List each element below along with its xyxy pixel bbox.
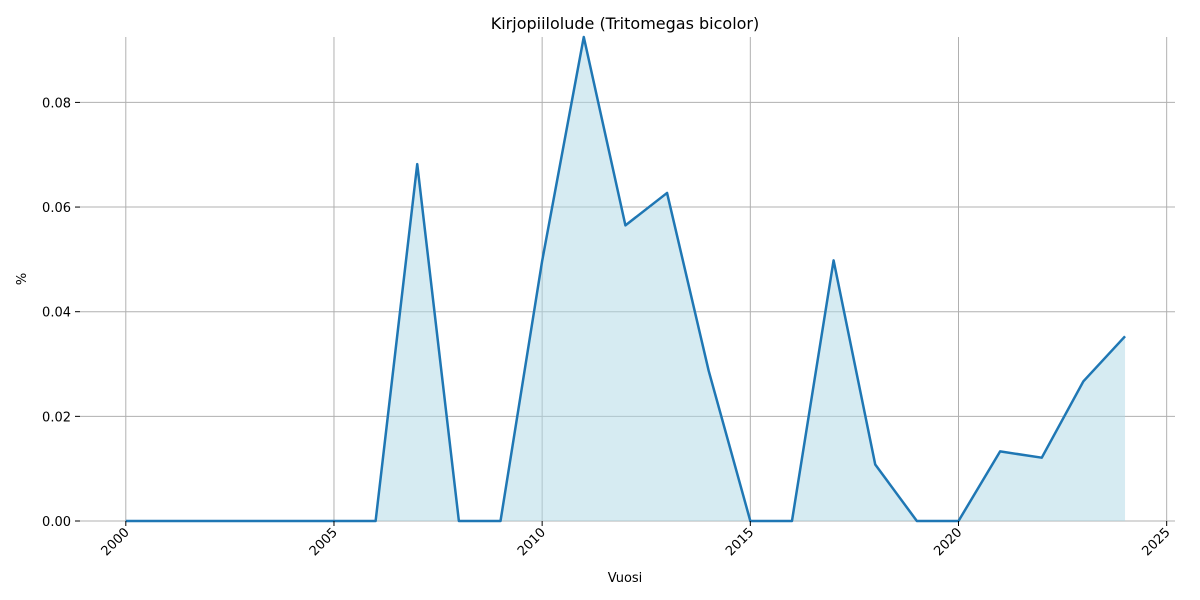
data-point (207, 519, 211, 523)
x-tick-label: 2020 (931, 525, 965, 559)
data-point (665, 191, 669, 195)
data-point (165, 519, 169, 523)
x-tick-label: 2025 (1139, 525, 1173, 559)
data-point (290, 519, 294, 523)
data-point (540, 259, 544, 263)
data-point (623, 223, 627, 227)
data-point (374, 519, 378, 523)
data-point (249, 519, 253, 523)
data-point (332, 519, 336, 523)
data-point (1081, 379, 1085, 383)
data-point (915, 519, 919, 523)
data-point (873, 462, 877, 466)
data-point (956, 519, 960, 523)
data-point (457, 519, 461, 523)
y-tick-label: 0.04 (42, 306, 71, 321)
data-point (832, 258, 836, 262)
x-tick-label: 2010 (515, 525, 549, 559)
y-tick-label: 0.08 (42, 96, 71, 111)
data-point (1123, 334, 1127, 338)
data-point (124, 519, 128, 523)
x-tick-label: 2015 (723, 525, 757, 559)
data-point (1040, 456, 1044, 460)
data-point (748, 519, 752, 523)
y-tick-label: 0.06 (42, 201, 71, 216)
x-tick-label: 2000 (99, 525, 133, 559)
chart-title: Kirjopiilolude (Tritomegas bicolor) (491, 14, 760, 33)
x-axis-label: Vuosi (608, 571, 643, 586)
data-point (415, 162, 419, 166)
y-axis-label: % (15, 273, 30, 285)
data-point (998, 449, 1002, 453)
data-point (707, 369, 711, 373)
data-point (790, 519, 794, 523)
data-point (582, 35, 586, 39)
data-point (499, 519, 503, 523)
area-fill (125, 37, 1126, 521)
y-tick-label: 0.00 (42, 515, 71, 530)
x-tick-label: 2005 (307, 525, 341, 559)
y-tick-label: 0.02 (42, 410, 71, 425)
